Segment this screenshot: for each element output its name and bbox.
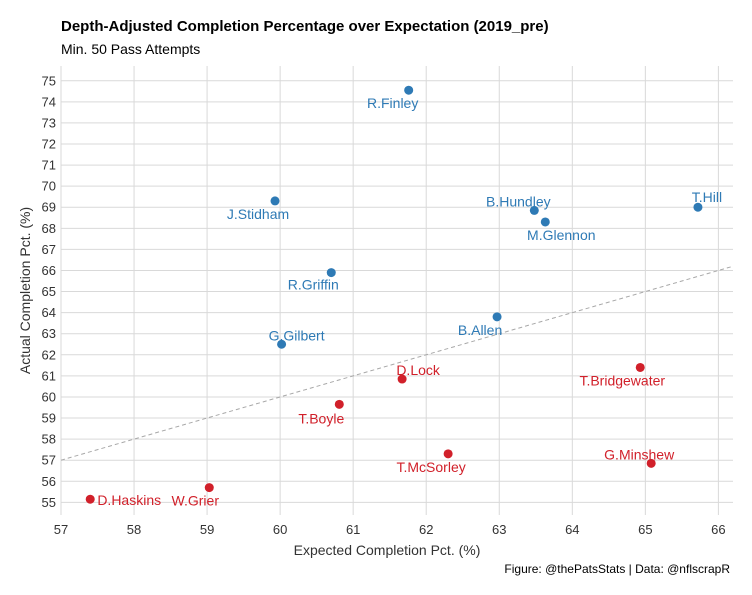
y-tick-label: 60 bbox=[42, 389, 56, 404]
point-label: J.Stidham bbox=[227, 206, 289, 222]
y-tick-label: 56 bbox=[42, 474, 56, 489]
data-point bbox=[277, 339, 287, 349]
x-tick-label: 62 bbox=[419, 522, 433, 537]
y-tick-label: 74 bbox=[42, 94, 56, 109]
x-tick-label: 64 bbox=[565, 522, 579, 537]
point-label: T.Bridgewater bbox=[579, 372, 665, 388]
y-tick-label: 70 bbox=[42, 179, 56, 194]
data-point bbox=[404, 85, 414, 95]
data-point bbox=[693, 202, 703, 212]
y-tick-label: 61 bbox=[42, 368, 56, 383]
data-point bbox=[492, 312, 502, 322]
point-label: G.Minshew bbox=[604, 446, 675, 462]
point-label: W.Grier bbox=[172, 493, 220, 509]
x-tick-label: 60 bbox=[273, 522, 287, 537]
y-tick-label: 55 bbox=[42, 495, 56, 510]
y-tick-label: 58 bbox=[42, 432, 56, 447]
x-axis-title: Expected Completion Pct. (%) bbox=[294, 542, 481, 558]
y-tick-label: 69 bbox=[42, 200, 56, 215]
chart-title: Depth-Adjusted Completion Percentage ove… bbox=[61, 18, 549, 35]
data-point bbox=[635, 362, 645, 372]
point-label: T.Boyle bbox=[298, 410, 344, 426]
point-label: G.Gilbert bbox=[269, 327, 325, 343]
data-point bbox=[204, 483, 214, 493]
data-point bbox=[270, 196, 280, 206]
y-tick-label: 62 bbox=[42, 347, 56, 362]
y-tick-label: 66 bbox=[42, 263, 56, 278]
y-tick-label: 75 bbox=[42, 73, 56, 88]
x-tick-label: 65 bbox=[638, 522, 652, 537]
data-point bbox=[334, 399, 344, 409]
point-label: B.Hundley bbox=[486, 193, 551, 209]
y-tick-label: 72 bbox=[42, 136, 56, 151]
y-tick-label: 63 bbox=[42, 326, 56, 341]
x-tick-labels: 57 58 59 60 61 62 63 64 65 66 bbox=[54, 522, 726, 537]
x-tick-label: 58 bbox=[127, 522, 141, 537]
chart-caption: Figure: @thePatsStats | Data: @nflscrapR bbox=[504, 562, 730, 576]
point-label: M.Glennon bbox=[527, 227, 595, 243]
x-tick-label: 59 bbox=[200, 522, 214, 537]
y-tick-labels: 55 56 57 58 59 60 61 62 63 64 65 66 67 68 69 70 71 72 73 74… bbox=[42, 73, 56, 510]
x-tick-label: 57 bbox=[54, 522, 68, 537]
data-point bbox=[326, 268, 336, 278]
y-tick-label: 73 bbox=[42, 115, 56, 130]
point-label: R.Griffin bbox=[288, 277, 339, 293]
y-tick-label: 68 bbox=[42, 221, 56, 236]
point-label: B.Allen bbox=[458, 322, 502, 338]
data-point bbox=[85, 494, 95, 504]
x-tick-label: 61 bbox=[346, 522, 360, 537]
chart-subtitle: Min. 50 Pass Attempts bbox=[61, 41, 201, 57]
data-point bbox=[646, 458, 656, 468]
y-tick-label: 71 bbox=[42, 158, 56, 173]
x-tick-label: 66 bbox=[711, 522, 725, 537]
y-tick-label: 57 bbox=[42, 453, 56, 468]
point-label: T.McSorley bbox=[397, 459, 466, 475]
point-label: R.Finley bbox=[367, 95, 418, 111]
point-label: D.Lock bbox=[396, 362, 441, 378]
point-layer bbox=[85, 85, 703, 504]
data-point bbox=[397, 374, 407, 384]
grid-layer bbox=[60, 66, 733, 515]
label-layer: R.Finley J.Stidham B.Hundley M.Glennon T.Hil… bbox=[97, 95, 722, 508]
point-label: T.Hill bbox=[692, 189, 722, 205]
reference-line bbox=[60, 265, 734, 461]
data-point bbox=[540, 217, 550, 227]
y-tick-label: 67 bbox=[42, 242, 56, 257]
y-tick-label: 65 bbox=[42, 284, 56, 299]
data-point bbox=[529, 205, 539, 215]
point-label: D.Haskins bbox=[97, 492, 161, 508]
y-tick-label: 59 bbox=[42, 411, 56, 426]
x-tick-label: 63 bbox=[492, 522, 506, 537]
y-tick-label: 64 bbox=[42, 305, 56, 320]
data-point bbox=[443, 449, 453, 459]
y-axis-title: Actual Completion Pct. (%) bbox=[17, 207, 33, 374]
